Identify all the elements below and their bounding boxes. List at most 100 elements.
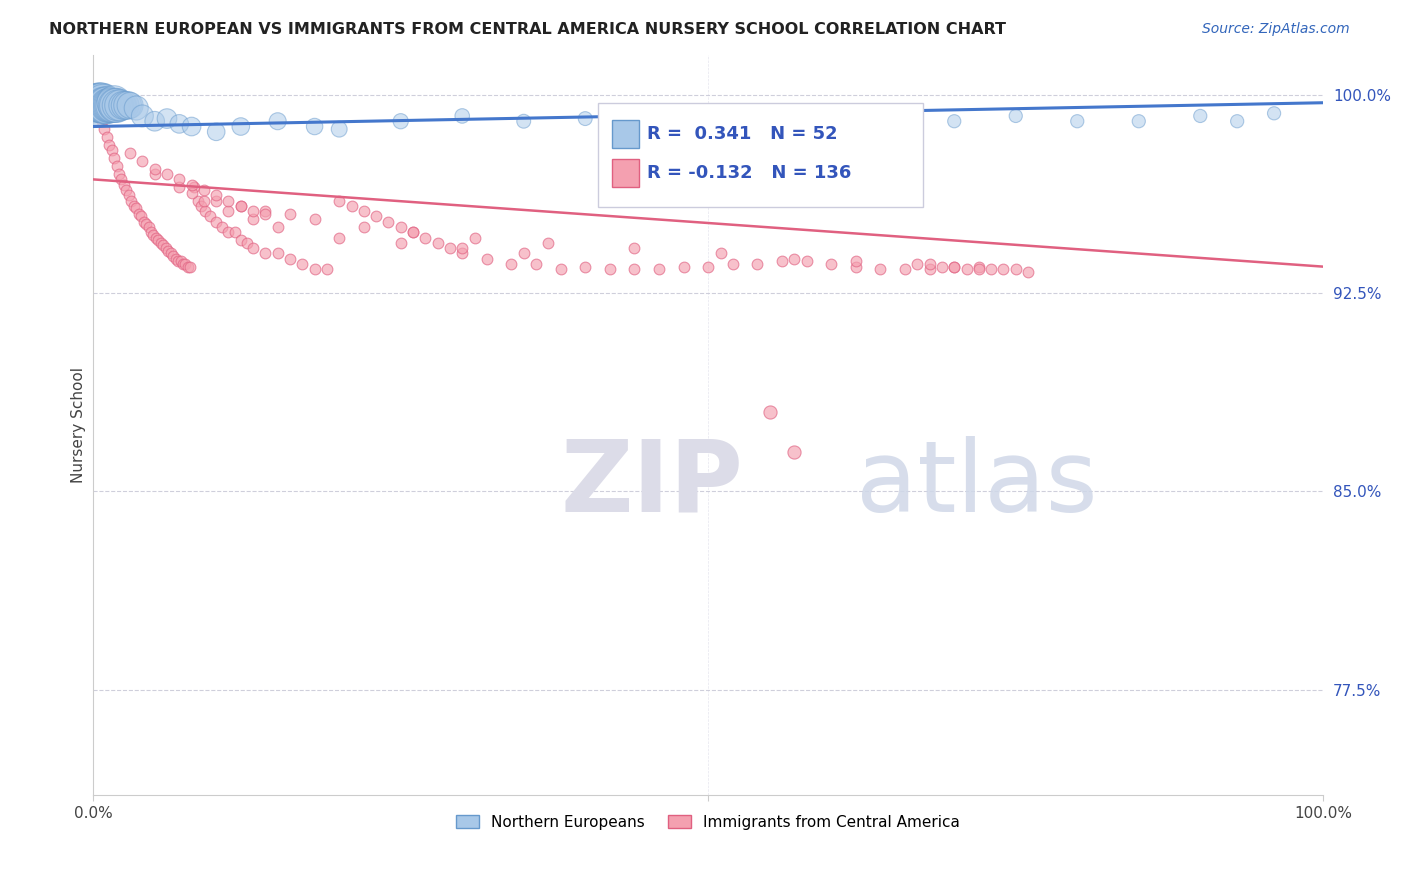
Point: [697, 260, 720, 274]
Point: [105, 98, 128, 112]
Point: [783, 252, 806, 266]
Point: [122, 199, 145, 213]
Point: [169, 254, 191, 268]
Point: [117, 98, 139, 112]
Point: [125, 202, 148, 216]
Point: [574, 260, 596, 274]
Text: R =  0.341   N = 52: R = 0.341 N = 52: [647, 125, 838, 143]
Point: [328, 122, 350, 136]
Point: [97, 98, 120, 112]
Point: [1128, 114, 1150, 128]
Point: [180, 186, 202, 200]
Point: [758, 114, 780, 128]
Point: [1226, 114, 1249, 128]
Point: [845, 260, 868, 274]
Point: [93, 122, 115, 136]
Point: [91, 95, 114, 110]
Text: NORTHERN EUROPEAN VS IMMIGRANTS FROM CENTRAL AMERICA NURSERY SCHOOL CORRELATION : NORTHERN EUROPEAN VS IMMIGRANTS FROM CEN…: [49, 22, 1007, 37]
Point: [758, 405, 780, 419]
Point: [439, 241, 461, 255]
Point: [697, 112, 720, 126]
Point: [90, 114, 112, 128]
Point: [413, 230, 436, 244]
Point: [114, 98, 136, 112]
Point: [129, 210, 152, 224]
Point: [107, 98, 129, 112]
Point: [100, 98, 122, 112]
Point: [177, 260, 200, 274]
Point: [131, 109, 153, 123]
Point: [183, 180, 205, 194]
Point: [143, 167, 166, 181]
Point: [1004, 109, 1026, 123]
Point: [83, 98, 105, 112]
Point: [709, 246, 731, 260]
Point: [159, 246, 181, 260]
Point: [143, 114, 166, 128]
Point: [869, 262, 891, 277]
Point: [783, 444, 806, 458]
Point: [426, 235, 449, 250]
Point: [328, 194, 350, 208]
Point: [86, 95, 108, 110]
Text: Source: ZipAtlas.com: Source: ZipAtlas.com: [1202, 22, 1350, 37]
Point: [101, 98, 124, 112]
Point: [820, 257, 842, 271]
Point: [943, 114, 966, 128]
Point: [139, 225, 162, 239]
Point: [636, 114, 658, 128]
Point: [340, 199, 363, 213]
Point: [86, 98, 108, 112]
Point: [149, 235, 172, 250]
Point: [501, 257, 523, 271]
Point: [89, 95, 111, 110]
Point: [721, 257, 744, 271]
Point: [623, 241, 645, 255]
Point: [90, 95, 112, 110]
Point: [905, 257, 928, 271]
Point: [229, 120, 252, 134]
Point: [623, 262, 645, 277]
Point: [278, 207, 301, 221]
Point: [599, 262, 621, 277]
Point: [211, 219, 233, 234]
Point: [84, 98, 107, 112]
Point: [193, 194, 215, 208]
Point: [103, 95, 125, 110]
Point: [882, 114, 904, 128]
Point: [304, 262, 326, 277]
Point: [115, 183, 138, 197]
Point: [512, 114, 534, 128]
Point: [980, 262, 1002, 277]
Point: [304, 212, 326, 227]
Point: [180, 120, 202, 134]
Point: [120, 98, 142, 112]
Point: [162, 249, 184, 263]
Point: [1189, 109, 1212, 123]
Point: [463, 230, 485, 244]
Point: [205, 188, 228, 202]
Point: [143, 161, 166, 176]
Text: ZIP: ZIP: [561, 436, 744, 533]
Point: [648, 262, 671, 277]
Point: [353, 204, 375, 219]
Point: [918, 262, 941, 277]
Point: [931, 260, 953, 274]
Point: [316, 262, 339, 277]
Point: [328, 230, 350, 244]
Point: [254, 246, 277, 260]
Point: [845, 254, 868, 268]
Point: [229, 233, 252, 247]
Point: [193, 183, 215, 197]
Point: [205, 215, 228, 229]
Point: [169, 180, 191, 194]
Point: [574, 112, 596, 126]
Point: [747, 257, 769, 271]
Point: [120, 145, 142, 160]
Text: atlas: atlas: [856, 436, 1098, 533]
Point: [112, 178, 135, 192]
Point: [967, 260, 990, 274]
Point: [93, 98, 115, 112]
Point: [304, 120, 326, 134]
Point: [267, 219, 290, 234]
